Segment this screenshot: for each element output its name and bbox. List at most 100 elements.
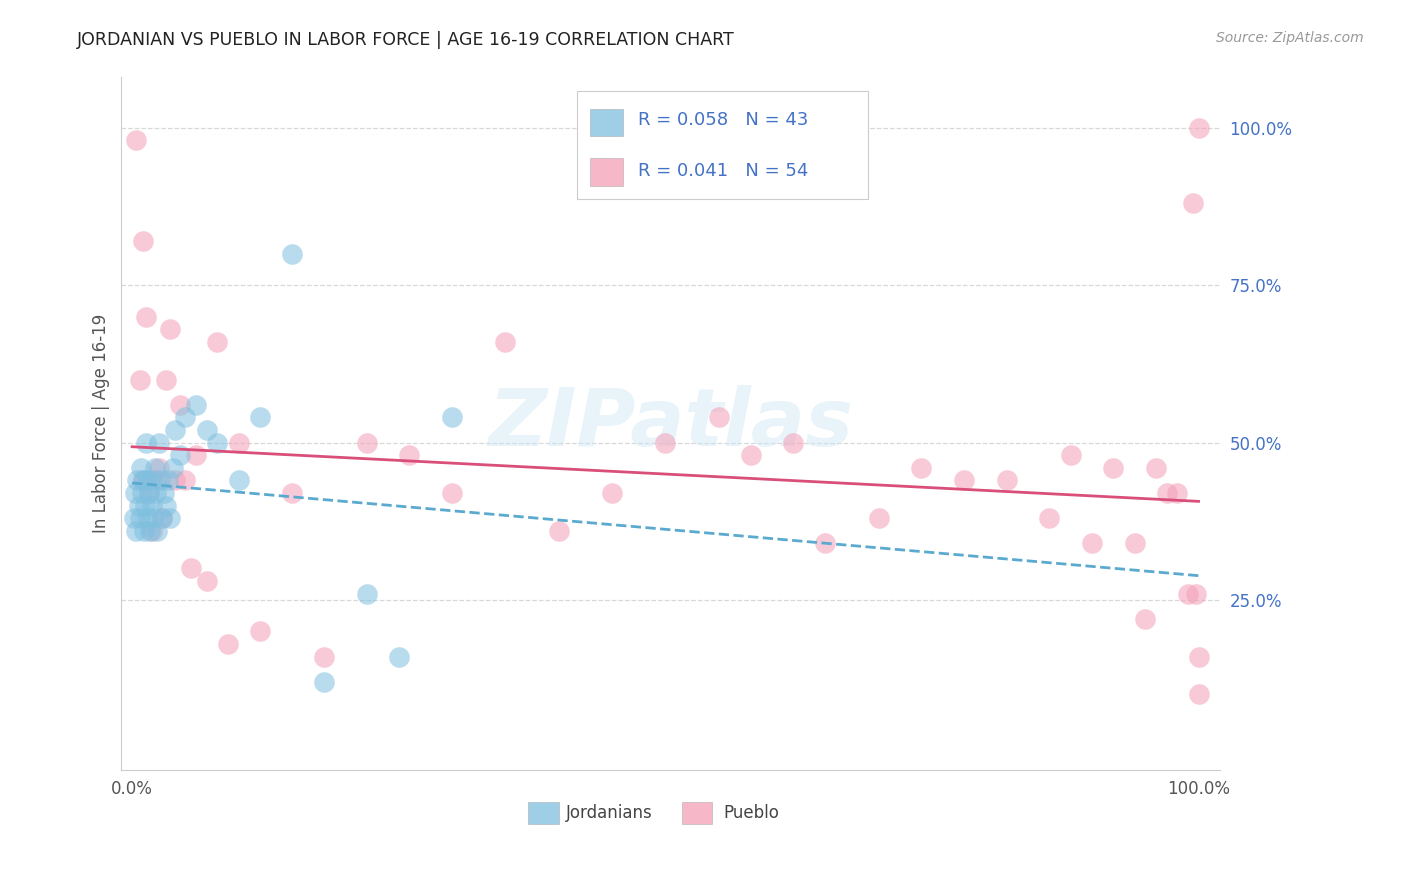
Point: [135, 435, 157, 450]
Point: [132, 473, 155, 487]
Point: [132, 524, 155, 538]
Point: [547, 524, 569, 538]
Point: [494, 334, 516, 349]
Point: [148, 460, 170, 475]
Point: [145, 524, 167, 538]
Point: [1123, 536, 1146, 550]
Point: [155, 499, 177, 513]
Point: [312, 674, 335, 689]
Point: [135, 310, 157, 324]
Point: [138, 486, 160, 500]
Point: [953, 473, 976, 487]
Text: Pueblo: Pueblo: [723, 804, 779, 822]
Point: [281, 246, 304, 260]
Point: [143, 460, 166, 475]
Point: [132, 234, 155, 248]
Point: [1059, 448, 1081, 462]
Text: JORDANIAN VS PUEBLO IN LABOR FORCE | AGE 16-19 CORRELATION CHART: JORDANIAN VS PUEBLO IN LABOR FORCE | AGE…: [77, 31, 735, 49]
Point: [139, 524, 162, 538]
Y-axis label: In Labor Force | Age 16-19: In Labor Force | Age 16-19: [93, 314, 110, 533]
Point: [356, 587, 378, 601]
FancyBboxPatch shape: [591, 109, 623, 136]
Point: [1102, 460, 1125, 475]
Point: [124, 486, 146, 500]
Point: [1187, 120, 1209, 135]
Point: [654, 435, 676, 450]
Point: [1081, 536, 1104, 550]
Point: [398, 448, 420, 462]
Point: [707, 410, 730, 425]
Point: [159, 322, 181, 336]
Point: [228, 435, 250, 450]
Point: [868, 511, 890, 525]
Point: [1182, 196, 1205, 211]
Point: [153, 486, 176, 500]
Point: [169, 448, 191, 462]
Point: [910, 460, 932, 475]
Point: [1135, 612, 1157, 626]
Point: [163, 423, 186, 437]
Point: [142, 511, 165, 525]
Point: [1156, 486, 1178, 500]
Point: [136, 473, 159, 487]
Point: [125, 133, 148, 147]
Point: [163, 473, 186, 487]
Point: [136, 511, 159, 525]
FancyBboxPatch shape: [527, 802, 558, 824]
Point: [145, 486, 167, 500]
Point: [141, 473, 163, 487]
Point: [162, 460, 184, 475]
Point: [207, 334, 229, 349]
Point: [1166, 486, 1188, 500]
Point: [122, 511, 145, 525]
Point: [312, 649, 335, 664]
Point: [441, 410, 464, 425]
Point: [281, 486, 304, 500]
Point: [141, 499, 163, 513]
Point: [249, 410, 271, 425]
Point: [1177, 587, 1199, 601]
Point: [195, 574, 218, 588]
Point: [814, 536, 837, 550]
Point: [128, 511, 150, 525]
Point: [740, 448, 762, 462]
Point: [207, 435, 229, 450]
Point: [150, 511, 173, 525]
Point: [134, 499, 156, 513]
Point: [157, 473, 180, 487]
Point: [1144, 460, 1167, 475]
Point: [155, 373, 177, 387]
Point: [249, 624, 271, 639]
Point: [149, 473, 172, 487]
Point: [1038, 511, 1060, 525]
Point: [388, 649, 411, 664]
Point: [228, 473, 250, 487]
Point: [174, 410, 197, 425]
Point: [148, 435, 170, 450]
Point: [145, 473, 167, 487]
Point: [128, 499, 150, 513]
Point: [782, 435, 804, 450]
Point: [174, 473, 197, 487]
FancyBboxPatch shape: [682, 802, 713, 824]
Point: [184, 398, 207, 412]
Point: [159, 511, 181, 525]
Point: [1187, 687, 1209, 701]
Point: [138, 486, 160, 500]
Point: [169, 398, 191, 412]
Point: [150, 511, 173, 525]
Point: [132, 473, 155, 487]
Point: [1185, 587, 1208, 601]
Point: [180, 561, 202, 575]
Text: R = 0.041   N = 54: R = 0.041 N = 54: [638, 162, 808, 180]
Point: [995, 473, 1018, 487]
Text: Jordanians: Jordanians: [567, 804, 652, 822]
Text: Source: ZipAtlas.com: Source: ZipAtlas.com: [1216, 31, 1364, 45]
Point: [195, 423, 218, 437]
Text: ZIPatlas: ZIPatlas: [488, 384, 853, 463]
FancyBboxPatch shape: [591, 159, 623, 186]
Point: [141, 524, 163, 538]
FancyBboxPatch shape: [578, 91, 869, 199]
Point: [125, 524, 148, 538]
Point: [131, 486, 153, 500]
